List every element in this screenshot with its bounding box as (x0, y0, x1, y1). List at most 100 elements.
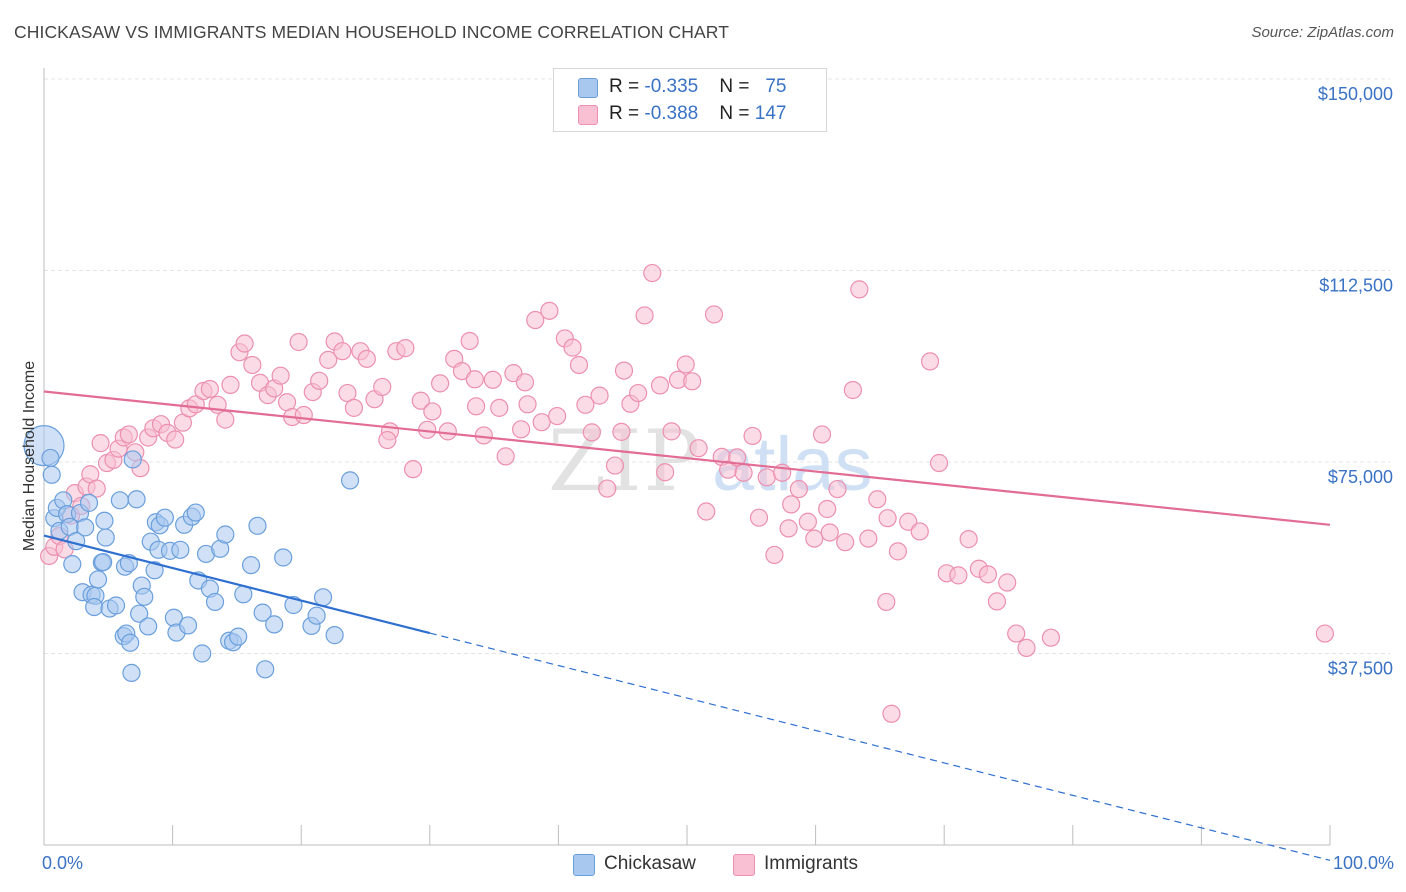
immigrants-point (403, 460, 423, 479)
chickasaw-point (88, 570, 108, 589)
immigrants-point (757, 468, 776, 487)
source-note: Source: ZipAtlas.com (1251, 24, 1394, 41)
immigrants-point (460, 331, 479, 351)
chickasaw-point (106, 596, 126, 615)
immigrants-point (662, 422, 681, 441)
chickasaw-point (229, 627, 248, 646)
immigrants-point (959, 530, 978, 549)
legend-r-label: R = (609, 76, 645, 97)
legend-n-value: 75 (765, 76, 787, 97)
immigrants-point (333, 342, 352, 361)
immigrants-point (466, 397, 486, 416)
y-tick-label: $75,000 (1328, 467, 1393, 487)
immigrants-point (216, 410, 235, 429)
immigrants-point (465, 370, 484, 389)
immigrants-point (643, 263, 662, 283)
immigrants-point (310, 371, 329, 390)
chickasaw-point (63, 555, 82, 574)
immigrants-point (987, 592, 1007, 611)
legend-r-value: -0.388 (644, 103, 699, 124)
immigrants-point (697, 502, 716, 521)
immigrants-point (818, 499, 837, 519)
immigrants-point (789, 479, 808, 499)
chickasaw-point (186, 503, 205, 522)
immigrants-point (859, 529, 878, 548)
legend-r-label: R = (609, 103, 645, 124)
chickasaw-point (205, 592, 225, 612)
chickasaw-point (241, 556, 261, 575)
immigrants-point (910, 522, 929, 541)
chickasaw-point (155, 508, 174, 527)
legend-swatch-chickasaw (578, 78, 598, 98)
chickasaw-point (76, 518, 95, 537)
chickasaw-point (171, 540, 190, 559)
legend-n-value: 147 (754, 103, 787, 124)
grid-lines (44, 78, 1390, 654)
immigrants-point (396, 339, 415, 358)
legend-r-value: -0.335 (644, 76, 699, 97)
immigrants-point (704, 305, 724, 324)
chickasaw-point (95, 511, 114, 530)
immigrants-point (689, 439, 708, 458)
immigrants-point (978, 565, 998, 584)
immigrants-point (590, 386, 609, 405)
immigrants-point (496, 447, 515, 466)
chickasaw-points (23, 425, 360, 683)
immigrants-points (40, 263, 1334, 723)
legend-text-immigrants: R = -0.388 N = 147 (609, 103, 786, 125)
immigrants-point (929, 453, 949, 473)
immigrants-point (526, 310, 545, 330)
immigrants-point (820, 523, 839, 542)
immigrants-point (798, 512, 817, 531)
immigrants-point (423, 402, 442, 421)
chickasaw-point (265, 615, 284, 634)
immigrants-point (411, 391, 430, 410)
x-tick-label-min: 0.0% (42, 853, 83, 873)
chickasaw-point (248, 516, 267, 535)
chickasaw-point (130, 604, 149, 623)
immigrants-point (868, 490, 887, 509)
legend-n-label: N = (719, 76, 755, 97)
chickasaw-point (42, 465, 61, 484)
immigrants-point (289, 332, 308, 352)
immigrants-point (490, 398, 509, 417)
y-axis-label: Median Household Income (21, 361, 38, 551)
chickasaw-point (121, 633, 140, 652)
immigrants-point (765, 545, 784, 565)
immigrants-point (998, 573, 1017, 592)
immigrants-trend-line (43, 390, 1331, 526)
legend-swatch-immigrants (578, 105, 598, 125)
immigrants-point (635, 306, 654, 325)
immigrants-point (166, 430, 185, 449)
immigrants-point (843, 380, 862, 400)
immigrants-point (836, 533, 855, 552)
immigrants-point (629, 383, 648, 403)
chickasaw-point (110, 491, 129, 510)
immigrants-point (650, 376, 670, 395)
chickasaw-point (193, 644, 212, 663)
immigrants-point (200, 379, 219, 399)
chickasaw-point (274, 548, 293, 567)
legend-n-label: N = (719, 103, 755, 124)
immigrants-point (812, 425, 832, 444)
chickasaw-point (307, 606, 326, 625)
immigrants-point (749, 508, 769, 527)
immigrants-point (319, 350, 338, 369)
immigrants-point (357, 349, 376, 368)
immigrants-point (878, 509, 897, 528)
immigrants-point (598, 479, 617, 498)
chickasaw-point (216, 525, 235, 544)
immigrants-point (483, 370, 502, 389)
chickasaw-point (325, 626, 344, 645)
legend-text-chickasaw: R = -0.335 N = 75 (609, 76, 786, 98)
immigrants-point (779, 519, 798, 538)
bottom-legend-swatch-immigrants (733, 854, 755, 876)
immigrants-point (805, 529, 824, 548)
immigrants-point (656, 463, 675, 482)
immigrants-point (882, 704, 901, 723)
chickasaw-point (94, 552, 113, 572)
immigrants-point (899, 512, 918, 531)
chickasaw-point (178, 616, 198, 635)
immigrants-point (612, 422, 631, 441)
